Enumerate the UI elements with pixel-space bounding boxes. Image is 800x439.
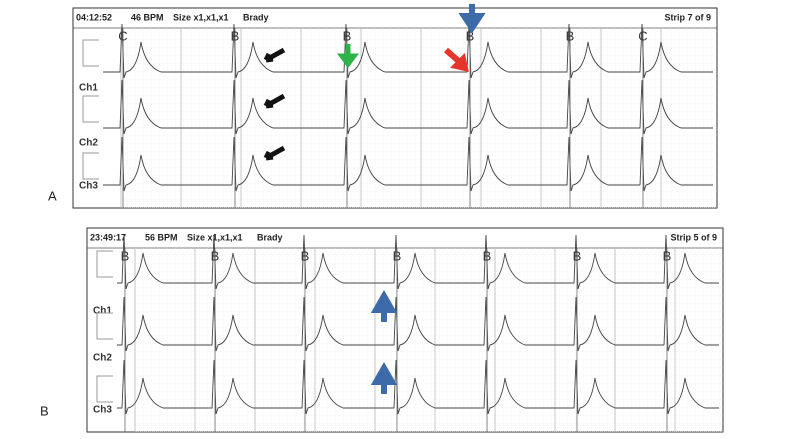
ecg-panel: 23:49:17 56 BPM Size x1,x1,x1 Brady Strip 5 … [40,227,724,433]
black-arrow [263,93,286,109]
ecg-trace [103,136,713,192]
grid [121,28,717,208]
header-rate: 46 BPM [131,12,164,22]
panel-label: A [48,188,57,203]
channel-bracket [96,250,113,278]
blue-arrow [370,289,398,322]
beat-label: B [466,28,475,43]
beat-label: B [301,248,310,263]
header-size: Size x1,x1,x1 [187,232,243,242]
beat-label: B [566,28,575,43]
panel-label: B [40,403,49,418]
header-time: 23:49:17 [90,232,126,242]
ecg-trace [117,296,719,352]
channel-label: Ch1 [79,83,98,94]
beat-label: B [393,248,402,263]
blue-arrow [458,4,486,34]
ecg-trace [117,359,719,415]
beat-label: C [118,28,127,43]
beat-label: B [343,28,352,43]
black-arrow [263,145,286,161]
beat-label: B [211,248,220,263]
channel-label: Ch1 [93,306,112,317]
header-size: Size x1,x1,x1 [173,12,229,22]
header-time: 04:12:52 [76,12,112,22]
ecg-trace [103,23,713,79]
black-arrow [263,47,286,63]
grid [135,248,723,432]
ecg-trace [117,234,719,290]
channel-label: Ch2 [93,353,112,364]
beat-label: B [121,248,130,263]
header-rhythm: Brady [257,232,283,242]
channel-label: Ch3 [93,405,112,416]
beat-label: B [483,248,492,263]
header-strip: Strip 5 of 9 [670,232,717,242]
beat-label: C [638,28,647,43]
channel-bracket [82,95,99,123]
header-strip: Strip 7 of 9 [664,12,711,22]
beat-label: B [231,28,240,43]
header-rate: 56 BPM [145,232,178,242]
channel-label: Ch2 [79,138,98,149]
channel-bracket [96,312,113,340]
channel-bracket [82,39,99,67]
beat-label: B [663,248,672,263]
channel-label: Ch3 [79,181,98,192]
red-arrow [444,47,469,72]
blue-arrow [370,361,398,394]
beat-label: B [573,248,582,263]
channel-bracket [96,375,113,403]
channel-bracket [82,152,99,180]
header-rhythm: Brady [243,12,269,22]
green-arrow [337,44,359,69]
ecg-panel: 04:12:52 46 BPM Size x1,x1,x1 Brady Strip 7 … [48,7,718,209]
arrows [263,4,486,394]
ecg-trace [103,79,713,135]
